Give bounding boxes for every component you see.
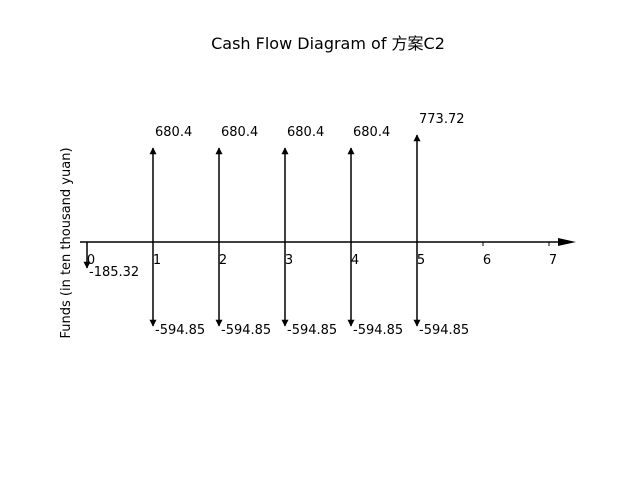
cash-flow-arrows: 680.4 680.4 680.4 680.4 773.72 -185.32 -594.85… — [83, 112, 469, 338]
x-tick-label: 0 — [87, 253, 95, 268]
x-tick-label: 2 — [219, 253, 227, 268]
x-tick-label: 4 — [351, 253, 359, 268]
x-tick-label: 1 — [153, 253, 161, 268]
inflow-value-label: 773.72 — [419, 112, 465, 127]
outflow-value-label: -594.85 — [353, 323, 403, 338]
inflow-value-label: 680.4 — [221, 125, 258, 140]
outflow-value-label: -185.32 — [89, 265, 139, 280]
x-ticks: 0 1 2 3 4 5 6 7 — [86, 242, 557, 268]
time-axis — [80, 238, 576, 246]
x-tick-label: 6 — [483, 253, 491, 268]
outflow-value-label: -594.85 — [221, 323, 271, 338]
inflow-value-label: 680.4 — [155, 125, 192, 140]
x-tick-label: 3 — [285, 253, 293, 268]
x-tick-label: 7 — [549, 253, 557, 268]
chart-title: Cash Flow Diagram of 方案C2 — [211, 34, 445, 53]
outflow-value-label: -594.85 — [155, 323, 205, 338]
inflow-value-label: 680.4 — [287, 125, 324, 140]
outflow-value-label: -594.85 — [287, 323, 337, 338]
inflow-value-label: 680.4 — [353, 125, 390, 140]
x-tick-label: 5 — [417, 253, 425, 268]
y-axis-label: Funds (in ten thousand yuan) — [59, 147, 74, 338]
outflow-value-label: -594.85 — [419, 323, 469, 338]
time-axis-arrowhead — [558, 238, 576, 246]
